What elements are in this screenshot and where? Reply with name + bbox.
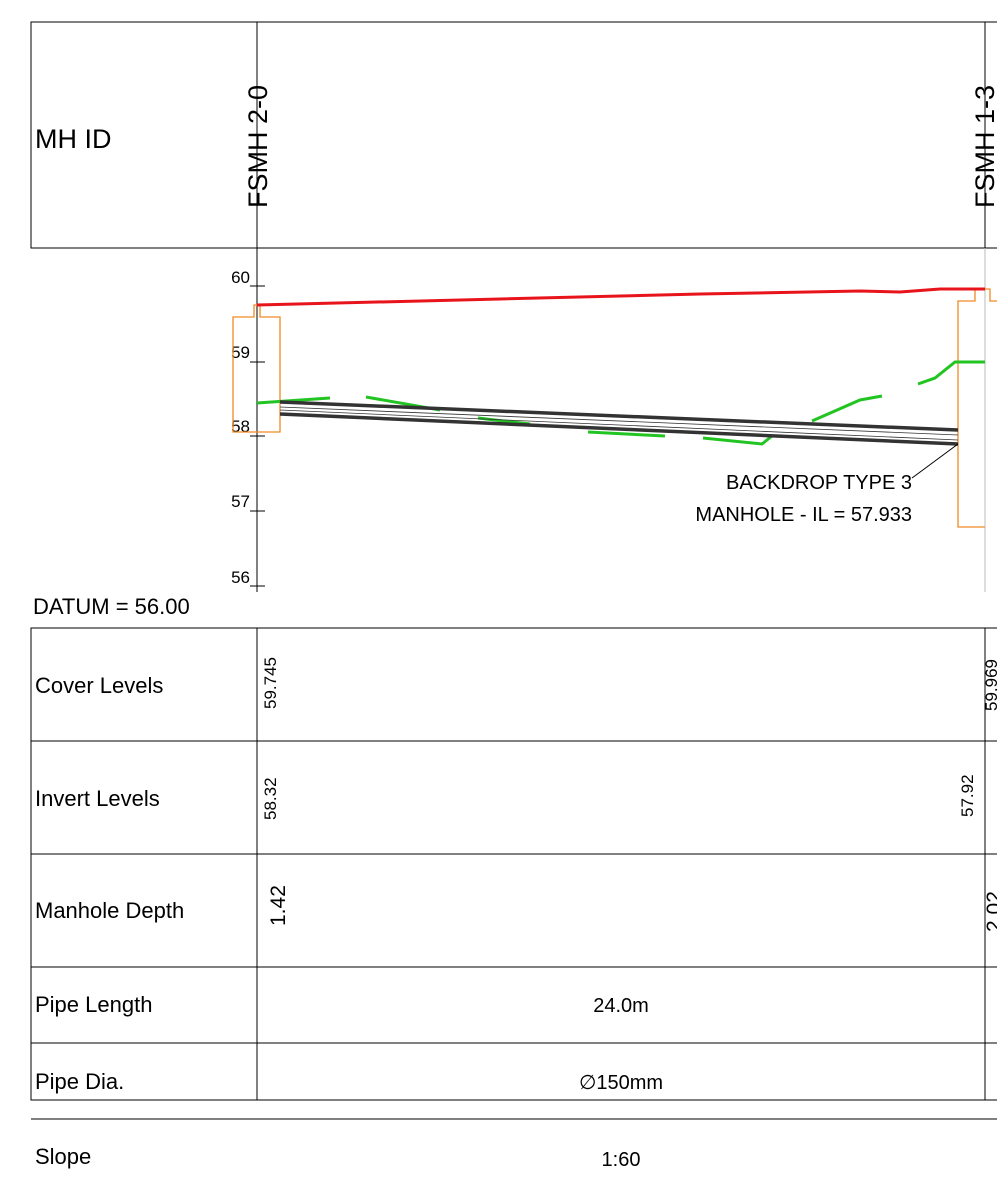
row-label-pipe-dia: Pipe Dia. <box>35 1069 124 1094</box>
finished-ground-line <box>256 287 985 307</box>
mh-end-id: FSMH 1-3 <box>970 85 997 208</box>
sewer-pipe <box>279 400 959 446</box>
cover-level-start: 59.745 <box>261 657 280 709</box>
mh-start-id: FSMH 2-0 <box>243 85 273 208</box>
tick-label-58: 58 <box>231 417 250 436</box>
annotation-leader <box>911 443 959 479</box>
slope-value: 1:60 <box>602 1149 641 1171</box>
manhole-end-outline <box>957 288 997 528</box>
row-label-cover-levels: Cover Levels <box>35 673 163 698</box>
invert-level-end: 57.92 <box>958 774 977 817</box>
elevation-ticks: 60 59 58 57 56 <box>231 268 265 587</box>
pipe-dia-value: ∅150mm <box>579 1072 663 1094</box>
datum-label: DATUM = 56.00 <box>33 594 190 619</box>
section-data-table: Cover Levels Invert Levels Manhole Depth… <box>30 627 997 1171</box>
cover-level-end: 59.969 <box>982 659 997 711</box>
tick-label-57: 57 <box>231 492 250 511</box>
row-label-invert-levels: Invert Levels <box>35 786 160 811</box>
mh-id-label: MH ID <box>35 124 112 154</box>
tick-label-60: 60 <box>231 268 250 287</box>
invert-level-start: 58.32 <box>261 777 280 820</box>
backdrop-annotation-line1: BACKDROP TYPE 3 <box>726 472 912 494</box>
pipe-length-value: 24.0m <box>593 995 649 1017</box>
backdrop-annotation-line2: MANHOLE - IL = 57.933 <box>695 504 912 526</box>
row-label-pipe-length: Pipe Length <box>35 992 152 1017</box>
mh-id-header: MH ID FSMH 2-0 FSMH 1-3 <box>30 21 997 249</box>
tick-label-56: 56 <box>231 568 250 587</box>
row-label-manhole-depth: Manhole Depth <box>35 898 184 923</box>
profile-section: 60 59 58 57 56 BACK <box>33 248 997 619</box>
manhole-depth-end: 2.02 <box>983 891 997 932</box>
row-label-slope: Slope <box>35 1144 91 1169</box>
manhole-depth-start: 1.42 <box>267 885 290 926</box>
tick-label-59: 59 <box>231 343 250 362</box>
